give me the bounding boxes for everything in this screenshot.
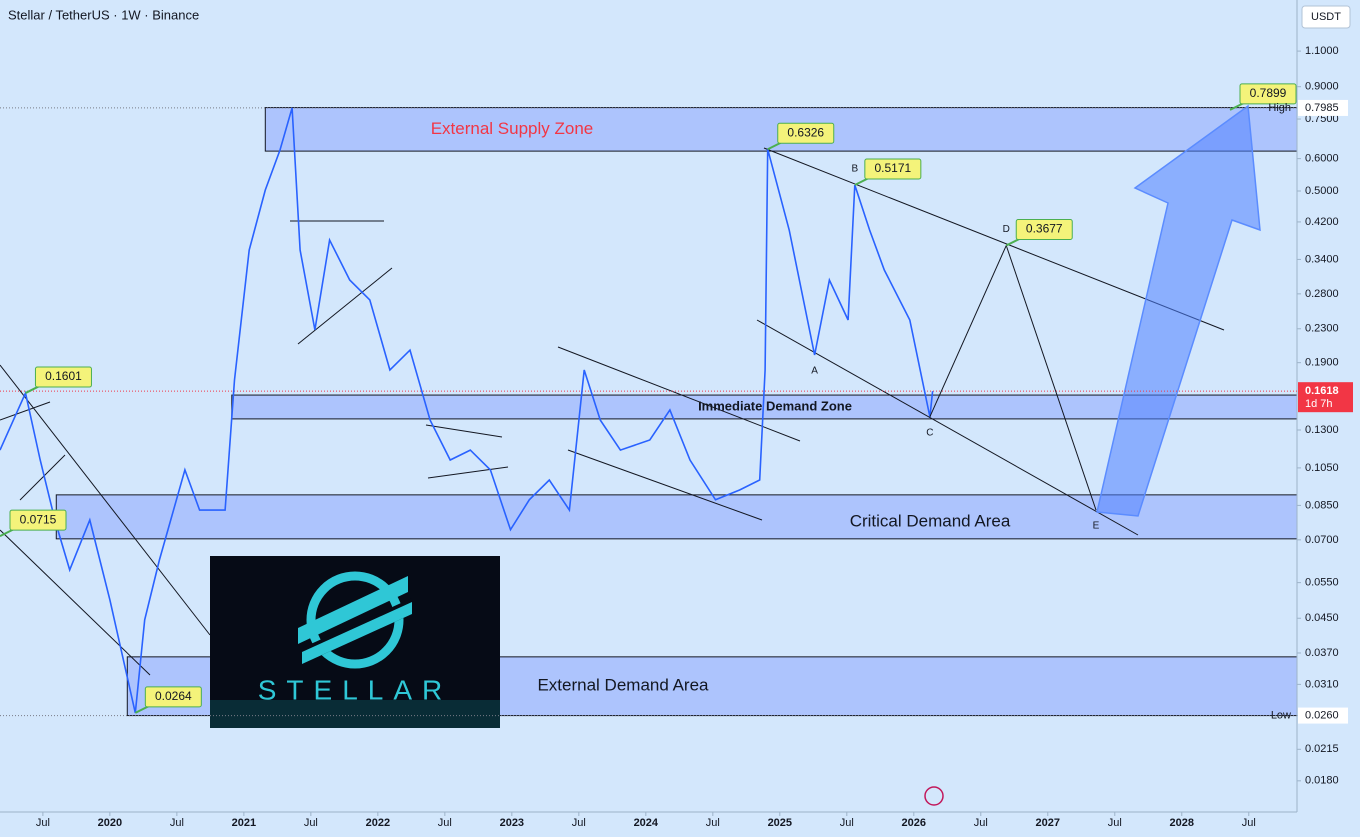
y-tick-label: 1.1000: [1305, 45, 1339, 57]
callout-label: 0.1601: [45, 369, 82, 383]
x-tick-label: 2028: [1170, 817, 1194, 829]
x-tick-label: 2023: [500, 817, 524, 829]
projection-leg: [929, 245, 1007, 418]
trendline: [297, 267, 393, 345]
high-label: High: [1268, 102, 1291, 114]
y-tick-label: 0.0450: [1305, 612, 1339, 624]
trendline: [427, 466, 509, 479]
y-tick-label: 0.0700: [1305, 534, 1339, 546]
zone-label: External Demand Area: [537, 676, 709, 695]
x-tick-label: Jul: [304, 817, 318, 829]
pattern-label: B: [852, 164, 859, 175]
pattern-label: A: [811, 366, 818, 377]
logo-ring: [306, 571, 404, 669]
x-tick-label: Jul: [974, 817, 988, 829]
callout-box: [1239, 83, 1297, 105]
y-tick-label: 0.2300: [1305, 323, 1339, 335]
y-tick-label: 0.0180: [1305, 775, 1339, 787]
x-tick-label: Jul: [706, 817, 720, 829]
x-tick-label: 2025: [768, 817, 792, 829]
y-tick-label: 0.2800: [1305, 288, 1339, 300]
y-tick-label: 0.0215: [1305, 743, 1339, 755]
low-value: 0.0260: [1305, 709, 1339, 721]
y-tick-label: 0.1900: [1305, 357, 1339, 369]
currency-label: USDT: [1311, 11, 1341, 23]
logo-bar: [302, 602, 412, 664]
y-tick-label: 0.0370: [1305, 647, 1339, 659]
callout-box: [34, 366, 92, 388]
y-tick-label: 0.6000: [1305, 153, 1339, 165]
high-value: 0.7985: [1305, 102, 1339, 114]
y-tick-label: 0.9000: [1305, 81, 1339, 93]
logo-bar: [298, 576, 408, 644]
x-tick-label: 2022: [366, 817, 390, 829]
trendline: [0, 529, 151, 676]
current-price-badge: [1298, 382, 1353, 413]
x-tick-label: 2027: [1036, 817, 1060, 829]
price-line: [0, 107, 934, 714]
projection-arrow: [1096, 104, 1261, 517]
logo-background: [210, 556, 500, 728]
x-tick-label: Jul: [438, 817, 452, 829]
y-tick-label: 0.5000: [1305, 185, 1339, 197]
low-badge: [1298, 707, 1348, 724]
logo-glow: [210, 700, 500, 728]
pattern-label: C: [926, 427, 933, 438]
projection-leg: [1005, 245, 1097, 511]
callout-label: 0.7899: [1250, 86, 1287, 100]
event-icon: [924, 786, 944, 806]
callout-label: 0.5171: [874, 161, 911, 175]
zone-label: External Supply Zone: [431, 119, 594, 138]
callout-label: 0.0715: [20, 512, 57, 526]
currency-box: [1301, 5, 1351, 29]
callout-box: [144, 686, 202, 708]
zone-label: Immediate Demand Zone: [698, 398, 852, 413]
callout-box: [9, 509, 67, 531]
y-tick-label: 0.1050: [1305, 462, 1339, 474]
price-axis: [1297, 0, 1360, 837]
y-tick-label: 0.3400: [1305, 253, 1339, 265]
callout-box: [777, 122, 835, 144]
x-tick-label: Jul: [572, 817, 586, 829]
countdown: 1d 7h: [1305, 398, 1333, 410]
logo-text: STELLAR: [258, 674, 453, 705]
x-tick-label: Jul: [170, 817, 184, 829]
x-tick-label: Jul: [36, 817, 50, 829]
trendline: [19, 454, 66, 501]
current-price-value: 0.1618: [1305, 385, 1339, 397]
x-tick-label: 2026: [902, 817, 926, 829]
callout-box: [864, 158, 922, 180]
logo: STELLAR: [210, 556, 500, 728]
x-tick-label: Jul: [840, 817, 854, 829]
high-badge: [1298, 99, 1348, 116]
y-tick-label: 0.0310: [1305, 678, 1339, 690]
y-tick-label: 0.4200: [1305, 216, 1339, 228]
callout-label: 0.3677: [1026, 222, 1063, 236]
chart-title: Stellar / TetherUS · 1W · Binance: [8, 7, 199, 22]
pattern-label: E: [1093, 521, 1100, 532]
x-tick-label: Jul: [1108, 817, 1122, 829]
trendline: [756, 319, 1139, 536]
y-tick-label: 0.7500: [1305, 113, 1339, 125]
callout-box: [1015, 219, 1073, 241]
y-tick-label: 0.0850: [1305, 499, 1339, 511]
x-tick-label: Jul: [1242, 817, 1256, 829]
pattern-label: D: [1003, 224, 1010, 235]
y-tick-label: 0.1300: [1305, 424, 1339, 436]
zone-label: Critical Demand Area: [850, 511, 1011, 530]
trendline: [567, 449, 763, 521]
callout-label: 0.6326: [787, 125, 824, 139]
trendline: [0, 401, 51, 421]
trendline: [0, 364, 211, 636]
low-label: Low: [1271, 709, 1291, 721]
zone: [55, 494, 1298, 540]
x-tick-label: 2020: [98, 817, 122, 829]
x-tick-label: 2024: [634, 817, 659, 829]
callout-label: 0.0264: [155, 689, 192, 703]
trendline: [557, 346, 801, 442]
x-tick-label: 2021: [232, 817, 256, 829]
y-tick-label: 0.0550: [1305, 577, 1339, 589]
trendline: [425, 424, 503, 438]
